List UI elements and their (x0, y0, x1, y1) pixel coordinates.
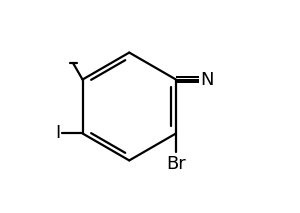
Text: I: I (55, 124, 60, 142)
Text: Br: Br (166, 155, 186, 173)
Text: N: N (200, 71, 214, 89)
